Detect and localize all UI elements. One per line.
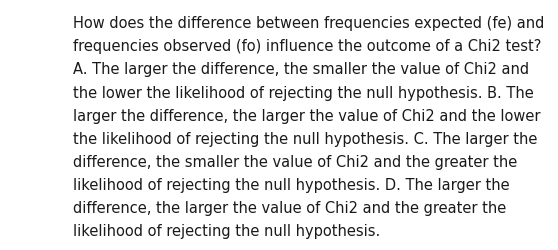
Text: A. The larger the difference, the smaller the value of Chi2 and: A. The larger the difference, the smalle… — [73, 62, 528, 77]
Text: How does the difference between frequencies expected (fe) and: How does the difference between frequenc… — [73, 16, 544, 31]
Text: the lower the likelihood of rejecting the null hypothesis. B. The: the lower the likelihood of rejecting th… — [73, 85, 533, 100]
Text: difference, the larger the value of Chi2 and the greater the: difference, the larger the value of Chi2… — [73, 200, 506, 215]
Text: likelihood of rejecting the null hypothesis. D. The larger the: likelihood of rejecting the null hypothe… — [73, 177, 509, 192]
Text: larger the difference, the larger the value of Chi2 and the lower: larger the difference, the larger the va… — [73, 108, 540, 123]
Text: difference, the smaller the value of Chi2 and the greater the: difference, the smaller the value of Chi… — [73, 154, 517, 169]
Text: the likelihood of rejecting the null hypothesis. C. The larger the: the likelihood of rejecting the null hyp… — [73, 131, 537, 146]
Text: likelihood of rejecting the null hypothesis.: likelihood of rejecting the null hypothe… — [73, 223, 380, 238]
Text: frequencies observed (fo) influence the outcome of a Chi2 test?: frequencies observed (fo) influence the … — [73, 39, 541, 54]
